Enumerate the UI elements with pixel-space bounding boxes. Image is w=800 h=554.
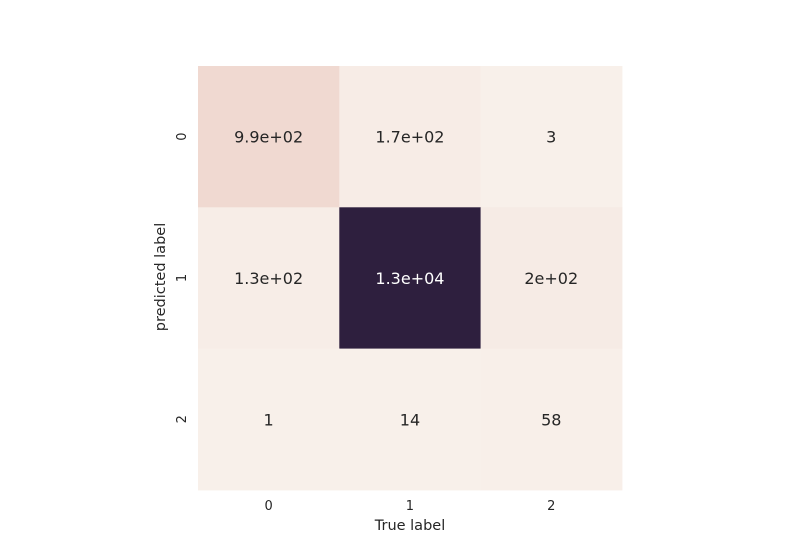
y-ticks: 0 1 2 [175, 133, 190, 424]
y-axis-label: predicted label [153, 223, 169, 331]
heatmap-cell-2-1 [339, 348, 482, 491]
cell-value-label-0-0: 9.9e+02 [234, 128, 303, 147]
y-tick-label-1: 1 [175, 274, 190, 282]
cell-labels-layer: 9.9e+02 1.7e+02 3 1.3e+02 1.3e+04 2e+02 1 14 58 [234, 128, 578, 430]
cell-value-label-1-1: 1.3e+04 [375, 269, 444, 288]
cell-value-label-0-1: 1.7e+02 [375, 128, 444, 147]
cell-value-label-1-2: 2e+02 [524, 269, 578, 288]
heatmap-cell-1-1 [339, 207, 482, 350]
cell-value-label-2-0: 1 [264, 410, 274, 429]
y-tick-label-0: 0 [175, 133, 190, 141]
heatmap-cell-1-0 [198, 207, 340, 350]
x-ticks: 0 1 2 [265, 499, 556, 514]
heatmap-cell-0-2 [480, 66, 623, 208]
x-tick-label-2: 2 [547, 499, 555, 514]
cell-value-label-2-1: 14 [400, 410, 420, 429]
heatmap-cell-1-2 [480, 207, 623, 350]
cell-value-label-1-0: 1.3e+02 [234, 269, 303, 288]
x-tick-label-1: 1 [406, 499, 414, 514]
heatmap-cell-2-0 [198, 348, 340, 491]
cell-value-label-0-2: 3 [546, 128, 556, 147]
heatmap-cell-0-1 [339, 66, 482, 208]
cell-value-label-2-2: 58 [541, 410, 561, 429]
x-axis-label: True label [374, 518, 445, 534]
y-tick-label-2: 2 [175, 415, 190, 423]
x-tick-label-0: 0 [265, 499, 273, 514]
cells-layer [198, 66, 623, 491]
heatmap-cell-2-2 [480, 348, 623, 491]
heatmap-cell-0-0 [198, 66, 340, 208]
